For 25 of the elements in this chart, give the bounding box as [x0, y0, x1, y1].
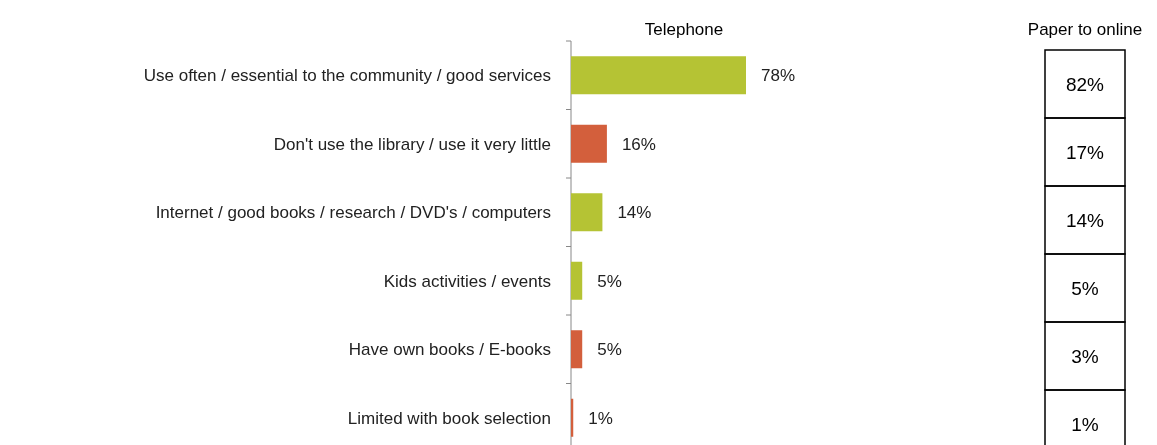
data-label: 1% — [588, 408, 613, 428]
data-label: 14% — [617, 203, 652, 223]
y-tick-label: Kids activities / events — [383, 271, 551, 291]
bar — [571, 56, 746, 95]
text: Paper to online — [1027, 20, 1143, 39]
y-tick-label: Limited with book selection — [347, 408, 551, 428]
data-label: 3% — [1071, 345, 1099, 367]
y-tick-label: Use often / essential to the community / good services — [143, 66, 551, 86]
data-label: 14% — [1065, 209, 1105, 231]
bar — [571, 261, 583, 300]
y-tick-label: Have own books / E-books — [348, 340, 551, 360]
y-tick-label: Internet / good books / research / DVD's / computers — [155, 203, 551, 223]
data-label: 16% — [621, 134, 656, 154]
data-label: 5% — [597, 271, 622, 291]
data-label: 78% — [761, 66, 796, 86]
chart-title: Telephone — [644, 20, 724, 39]
data-label: 5% — [597, 340, 622, 360]
data-label: 17% — [1065, 141, 1105, 163]
data-label: 82% — [1065, 73, 1105, 95]
bar — [571, 124, 607, 163]
bar — [571, 193, 603, 232]
data-label: 5% — [1071, 277, 1099, 299]
y-tick-label: Don't use the library / use it very little — [273, 134, 551, 154]
bar — [571, 330, 583, 369]
data-label: 1% — [1071, 413, 1099, 435]
